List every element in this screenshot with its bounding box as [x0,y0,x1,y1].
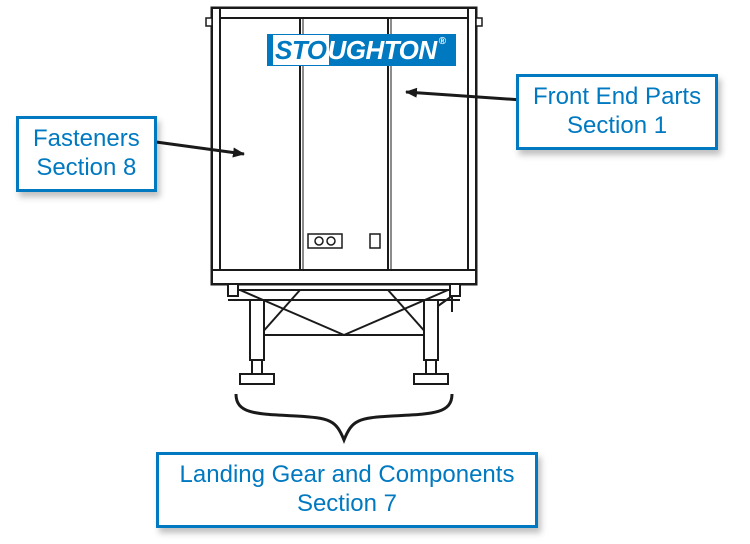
callout-frontend-line1: Front End Parts [533,83,701,112]
callout-fasteners: Fasteners Section 8 [16,116,157,192]
curly-brace [236,394,452,440]
logo-banner: STOUGHTON® [267,34,456,66]
callout-frontend: Front End Parts Section 1 [516,74,718,150]
callout-frontend-line2: Section 1 [533,112,701,141]
logo-reg: ® [439,36,446,47]
callout-landing-line1: Landing Gear and Components [173,461,521,490]
landing-gear [228,284,460,384]
logo-part2: UGHTON [327,35,436,65]
logo-part1: STO [273,35,329,65]
callout-landing-line2: Section 7 [173,490,521,519]
callout-fasteners-line1: Fasteners [33,125,140,154]
callout-landing: Landing Gear and Components Section 7 [156,452,538,528]
callout-fasteners-line2: Section 8 [33,154,140,183]
